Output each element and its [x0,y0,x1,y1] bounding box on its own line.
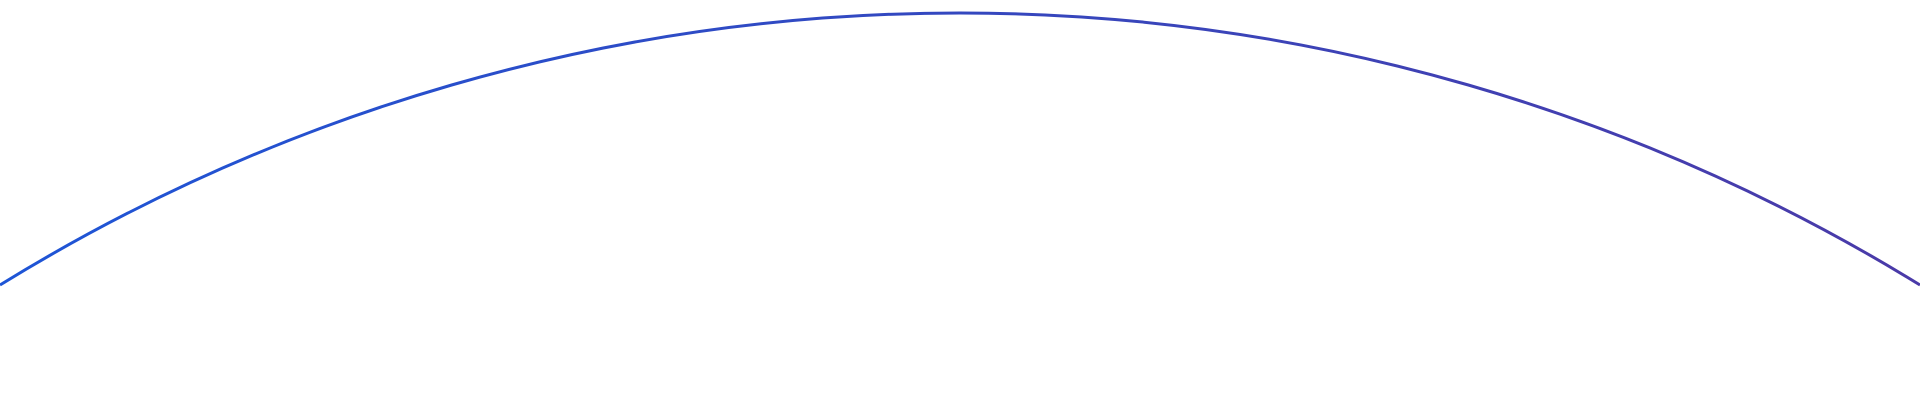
decorative-arc [0,11,1920,287]
